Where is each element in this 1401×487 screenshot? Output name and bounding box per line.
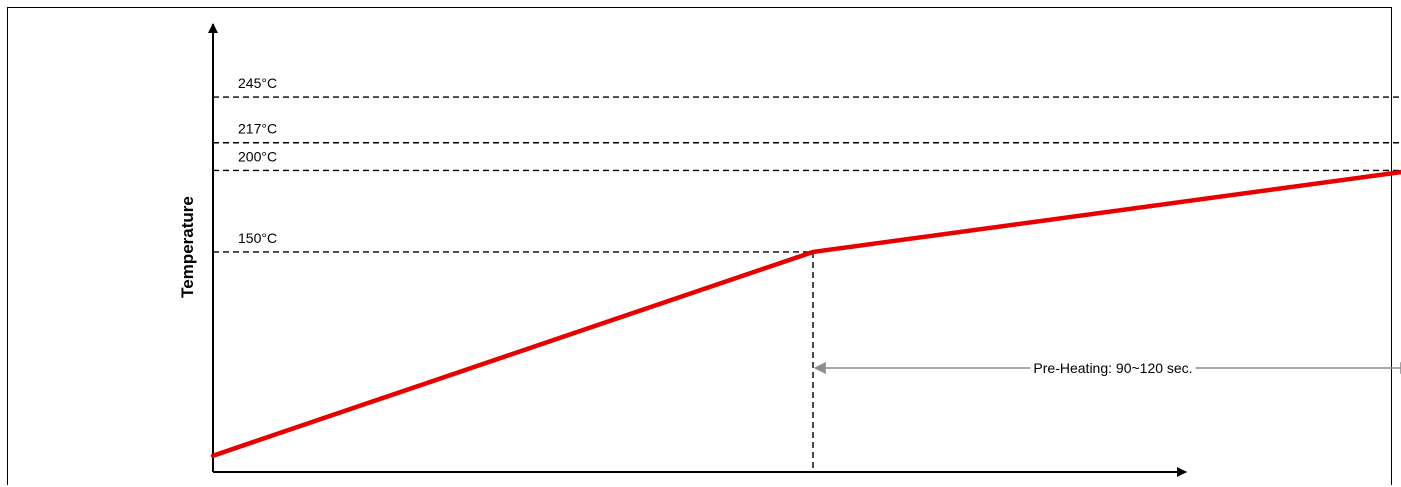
phase-spans: Pre-Heating: 90~120 sec.Soldering: 60~90… xyxy=(813,360,1401,376)
y-tick-labels: 150°C 200°C 217°C 245°C xyxy=(238,75,277,246)
chart-frame xyxy=(7,7,1392,485)
y-tick-label-217: 217°C xyxy=(238,121,277,137)
temperature-curve xyxy=(210,169,1401,458)
temperature-series-line xyxy=(210,169,1401,458)
guide-lines xyxy=(213,96,1401,472)
y-tick-label-150: 150°C xyxy=(238,230,277,246)
y-tick-label-245: 245°C xyxy=(238,75,277,91)
y-axis-title: Temperature xyxy=(178,196,197,298)
span-annotation-1: Pre-Heating: 90~120 sec. xyxy=(813,360,1401,376)
y-tick-label-200: 200°C xyxy=(238,148,277,164)
axes xyxy=(208,23,1187,477)
span-label-1: Pre-Heating: 90~120 sec. xyxy=(1033,360,1192,376)
